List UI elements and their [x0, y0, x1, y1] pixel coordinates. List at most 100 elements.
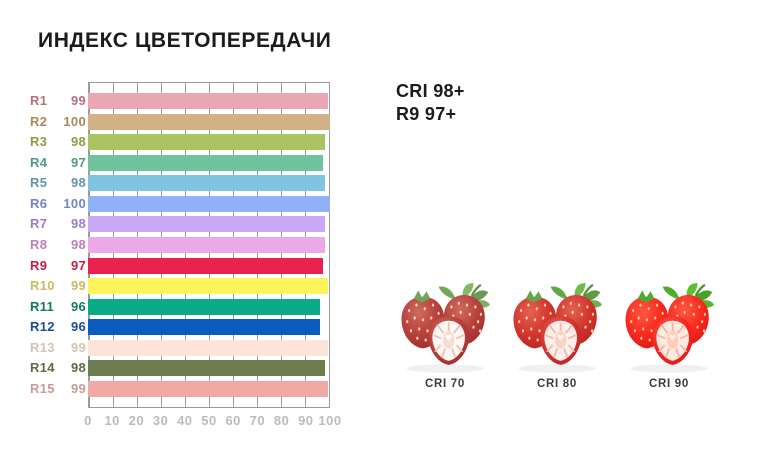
chart-row: R8 98 [30, 236, 330, 253]
chart-row: R2 100 [30, 113, 330, 130]
chart-row: R9 97 [30, 257, 330, 274]
row-value: 98 [70, 175, 86, 191]
x-tick-label: 80 [273, 413, 290, 428]
chart-row: R11 96 [30, 298, 330, 315]
chart-row: R4 97 [30, 154, 330, 171]
bar-track [88, 360, 330, 377]
summary-block: CRI 98+ R9 97+ [396, 80, 465, 126]
bar [88, 380, 328, 397]
bar-track [88, 257, 330, 274]
bar [88, 278, 328, 295]
bar [88, 93, 328, 109]
x-tick-label: 100 [318, 413, 342, 428]
bar-track [88, 380, 330, 397]
cri-comparison-label: CRI 90 [649, 378, 689, 390]
strawberries-image [618, 283, 720, 375]
bar-track [88, 113, 330, 130]
x-tick-label: 90 [298, 413, 314, 428]
chart-row: R14 98 [30, 360, 330, 377]
row-label: R10 [30, 278, 55, 294]
row-label: R11 [30, 298, 55, 314]
r9-summary-value: R9 97+ [396, 104, 457, 124]
x-tick-label: 10 [104, 413, 120, 428]
x-tick-label: 0 [84, 413, 92, 428]
row-value: 98 [70, 216, 86, 232]
cri-comparison-label: CRI 70 [425, 378, 465, 390]
bar-track [88, 216, 330, 233]
row-value: 98 [70, 134, 86, 150]
row-label: R1 [30, 93, 48, 108]
page-title: ИНДЕКС ЦВЕТОПЕРЕДАЧИ [38, 29, 332, 53]
chart-row: R15 99 [30, 380, 330, 397]
bar-track [88, 154, 330, 171]
bar [88, 236, 326, 253]
row-value: 99 [70, 339, 86, 355]
row-label: R3 [30, 134, 48, 150]
row-value: 96 [70, 298, 86, 314]
cri-comparison-label: CRI 80 [537, 378, 577, 390]
bar [88, 319, 321, 336]
bar-track [88, 236, 330, 253]
bar [88, 339, 328, 356]
chart-row: R10 99 [30, 278, 330, 295]
bar [88, 216, 326, 233]
row-value: 96 [70, 319, 86, 335]
bar [88, 298, 321, 315]
x-tick-label: 50 [201, 413, 217, 428]
bar-track [88, 195, 330, 212]
x-tick-label: 30 [152, 413, 169, 428]
bar-track [88, 339, 330, 356]
cri-bar-chart: R1 99 R2 100 R3 98 R4 97 R5 98 R6 100 R7 98 R8 98 R9 97 R1… [30, 93, 330, 397]
chart-row: R13 99 [30, 339, 330, 356]
row-label: R7 [30, 216, 48, 232]
row-label: R8 [30, 236, 48, 252]
cri-comparison-item: CRI 90 [618, 283, 720, 390]
bar [88, 175, 326, 192]
row-label: R6 [30, 195, 48, 211]
cri-comparison: CRI 70 CRI 80 CRI 90 [394, 283, 720, 390]
bar [88, 113, 330, 130]
row-label: R13 [30, 339, 55, 355]
row-value: 97 [70, 154, 86, 170]
cri-summary-value: CRI 98+ [396, 81, 465, 101]
chart-row: R7 98 [30, 216, 330, 233]
x-tick-label: 70 [249, 413, 266, 428]
row-value: 100 [63, 195, 86, 211]
chart-row: R5 98 [30, 175, 330, 192]
bar [88, 154, 323, 171]
row-label: R12 [30, 319, 55, 335]
bar [88, 360, 326, 377]
bar-track [88, 175, 330, 192]
chart-row: R3 98 [30, 134, 330, 151]
x-axis: 0 10 20 30 40 50 60 70 80 90 100 [84, 413, 341, 429]
bar [88, 134, 326, 151]
row-value: 99 [70, 380, 86, 396]
cri-comparison-item: CRI 70 [394, 283, 496, 390]
row-label: R15 [30, 380, 55, 396]
row-label: R14 [30, 360, 55, 376]
bar [88, 257, 323, 274]
row-value: 98 [70, 236, 86, 252]
chart-row: R12 96 [30, 319, 330, 336]
strawberries-image [506, 283, 608, 375]
bar-track [88, 134, 330, 151]
strawberries-image [394, 283, 496, 375]
row-label: R5 [30, 175, 48, 191]
bar-track [88, 319, 330, 336]
row-value: 100 [63, 113, 86, 129]
chart-row: R6 100 [30, 195, 330, 212]
row-value: 98 [70, 360, 86, 376]
row-value: 99 [70, 278, 86, 294]
row-label: R9 [30, 257, 48, 273]
bar-track [88, 93, 330, 109]
x-tick-label: 40 [177, 413, 193, 428]
row-value: 97 [70, 257, 86, 273]
bar-track [88, 278, 330, 295]
bar [88, 195, 330, 212]
row-label: R2 [30, 113, 48, 129]
cri-comparison-item: CRI 80 [506, 283, 608, 390]
row-label: R4 [30, 154, 48, 170]
x-tick-label: 60 [225, 413, 241, 428]
chart-row: R1 99 [30, 93, 330, 109]
